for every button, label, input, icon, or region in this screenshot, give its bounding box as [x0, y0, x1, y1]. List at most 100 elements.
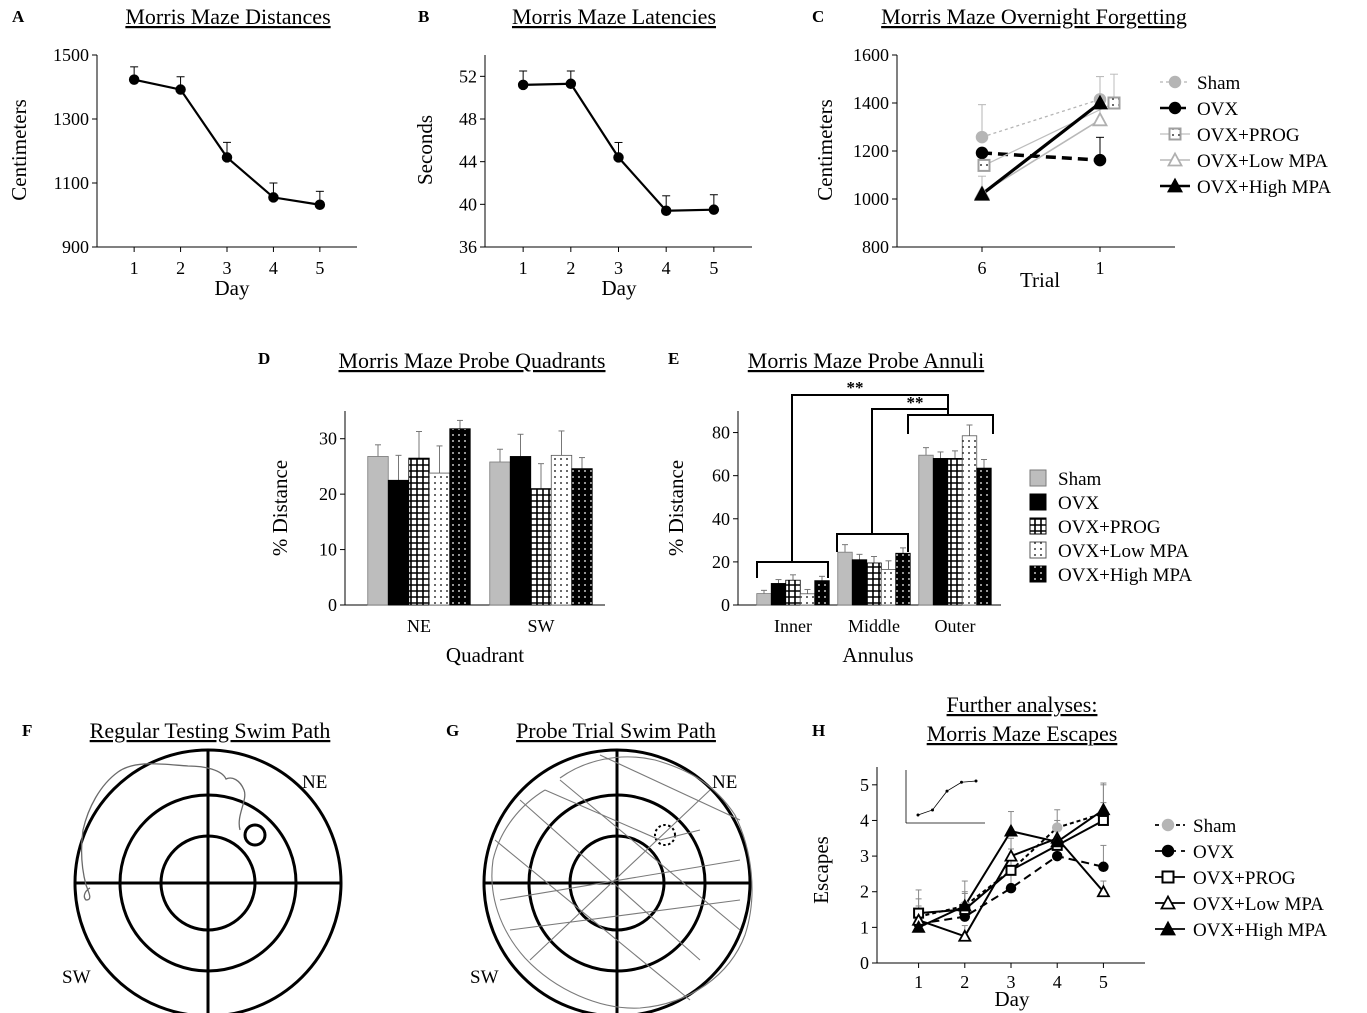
legend-label-sham: Sham — [1058, 469, 1102, 490]
plot-B-y-tick-label: 44 — [459, 152, 477, 172]
plot-C-series-line — [983, 102, 1115, 166]
panel-a-xlabel: Day — [215, 276, 250, 300]
plot-H-data-point — [1003, 823, 1019, 837]
legend-marker-high — [1159, 920, 1177, 936]
plot-B-x-tick-label: 4 — [662, 258, 671, 278]
plot-H-data-point — [957, 898, 972, 912]
legend-marker-ovx — [1168, 101, 1182, 115]
bracket-middle — [836, 533, 909, 552]
plot-H-series-line — [918, 855, 1104, 925]
panel-e-plot: 0 20 40 60 80 Inner Middle Outer ** ** — [712, 378, 1001, 636]
plot-B-x-tick-label: 1 — [519, 258, 528, 278]
panel-g-ne-label: NE — [712, 772, 737, 793]
legend-marker-prog — [1168, 127, 1182, 141]
bracket-middle-outer — [871, 408, 948, 534]
platform-circle-dashed — [654, 824, 676, 846]
panel-f-sw-label: SW — [62, 967, 91, 988]
plot-D-x-tick-label: NE — [407, 616, 431, 636]
plot-H-x-tick-label: 4 — [1053, 972, 1062, 992]
plot-H-y-tick-label: 5 — [860, 775, 869, 795]
plot-D-y-tick-label: 0 — [328, 595, 337, 615]
inset-data-point — [931, 808, 934, 812]
plot-B-data-point — [660, 205, 672, 216]
plot-C-data-point — [973, 185, 991, 201]
plot-E-x-tick-label: Middle — [848, 616, 900, 636]
legend-label-low: OVX+Low MPA — [1058, 541, 1189, 562]
plot-D-y-tick-label: 30 — [319, 429, 337, 449]
plot-D-y-tick-label: 10 — [319, 540, 337, 560]
legend-marker-prog — [1161, 870, 1175, 884]
plot-A-data-point — [221, 152, 233, 163]
plot-H-x-tick-label: 1 — [914, 972, 923, 992]
plot-H-data-point — [1098, 861, 1109, 873]
panel-b-xlabel: Day — [602, 276, 637, 300]
legend-swatch-high — [1029, 565, 1047, 583]
plot-E-x-tick-label: Outer — [935, 616, 976, 636]
inset-data-point — [974, 779, 978, 783]
plot-C-data-point — [1091, 111, 1109, 127]
legend-marker-ovx — [1161, 844, 1175, 858]
plot-E-bar — [866, 562, 882, 606]
plot-B-x-tick-label: 3 — [614, 258, 623, 278]
panel-h-plot: 0 1 2 3 4 5 1 2 3 4 5 — [860, 767, 1145, 992]
plot-H-data-point — [1096, 884, 1111, 898]
plot-A-y-tick-label: 1500 — [53, 45, 89, 65]
plot-D-y-tick-label: 20 — [319, 484, 337, 504]
plot-D-x-tick-label: SW — [528, 616, 555, 636]
plot-B-y-tick-label: 52 — [459, 66, 477, 86]
panel-g-sw-label: SW — [470, 967, 499, 988]
plot-E-y-tick-label: 80 — [712, 423, 730, 443]
panel-f-pool — [73, 748, 343, 1013]
plot-B-y-tick-label: 36 — [459, 237, 477, 257]
plot-D-bar — [408, 457, 430, 606]
legend-label-low: OVX+Low MPA — [1197, 151, 1328, 172]
legend-marker-high — [1166, 177, 1184, 193]
panel-f-ne-label: NE — [302, 772, 327, 793]
plot-E-x-tick-label: Inner — [774, 616, 812, 636]
plot-A-x-tick-label: 4 — [269, 258, 278, 278]
plot-C-x-tick-label: 6 — [978, 258, 987, 278]
plot-A-data-point — [128, 74, 140, 85]
plot-B-x-tick-label: 5 — [709, 258, 718, 278]
plot-B-y-tick-label: 48 — [459, 109, 477, 129]
panel-g-pool — [482, 748, 753, 1013]
plot-H-y-tick-label: 4 — [860, 810, 869, 830]
legend-swatch-sham — [1029, 469, 1047, 487]
plot-C-series-line — [981, 101, 1101, 196]
plot-H-data-point — [957, 928, 972, 942]
plot-E-bar — [756, 593, 772, 606]
panel-h-ylabel: Escapes — [809, 836, 833, 904]
legend-marker-low — [1166, 151, 1184, 167]
panel-a-title: Morris Maze Distances — [125, 4, 330, 29]
panel-f-title: Regular Testing Swim Path — [90, 718, 331, 743]
plot-D-bar — [509, 456, 532, 606]
plot-C-y-tick-label: 800 — [862, 237, 889, 257]
legend-label-high: OVX+High MPA — [1058, 565, 1192, 586]
plot-C-y-tick-label: 1600 — [853, 45, 889, 65]
plot-C-data-point — [1107, 96, 1121, 110]
plot-H-data-point — [1096, 802, 1111, 816]
legend-label-low: OVX+Low MPA — [1193, 894, 1324, 915]
plot-A-data-point — [175, 84, 186, 95]
swim-path-line — [80, 763, 246, 901]
panel-e-title: Morris Maze Probe Annuli — [748, 348, 984, 373]
legend-marker-sham — [1161, 818, 1175, 832]
swim-path-line — [491, 754, 753, 1009]
plot-H-y-tick-label: 0 — [860, 953, 869, 973]
legend-swatch-low — [1029, 541, 1047, 559]
legend-marker-sham — [1168, 75, 1182, 89]
plot-H-data-point — [1005, 882, 1017, 894]
plot-D-bar — [550, 454, 573, 606]
plot-H-data-point — [1051, 850, 1063, 862]
plot-B-data-point — [565, 78, 577, 90]
plot-H-x-tick-label: 3 — [1007, 972, 1016, 992]
plot-A-data-point — [314, 199, 326, 211]
panel-letter-f: F — [22, 721, 32, 740]
legend-label-prog: OVX+PROG — [1197, 125, 1300, 146]
plot-A-x-tick-label: 5 — [315, 258, 324, 278]
significance-marker: ** — [907, 393, 924, 412]
inset-data-point — [960, 780, 963, 784]
panel-e-legend: Sham OVX OVX+PROG OVX+Low MPA OVX+High MPA — [1029, 469, 1192, 586]
panel-h-subtitle: Morris Maze Escapes — [927, 721, 1118, 746]
plot-A-y-tick-label: 900 — [62, 237, 89, 257]
